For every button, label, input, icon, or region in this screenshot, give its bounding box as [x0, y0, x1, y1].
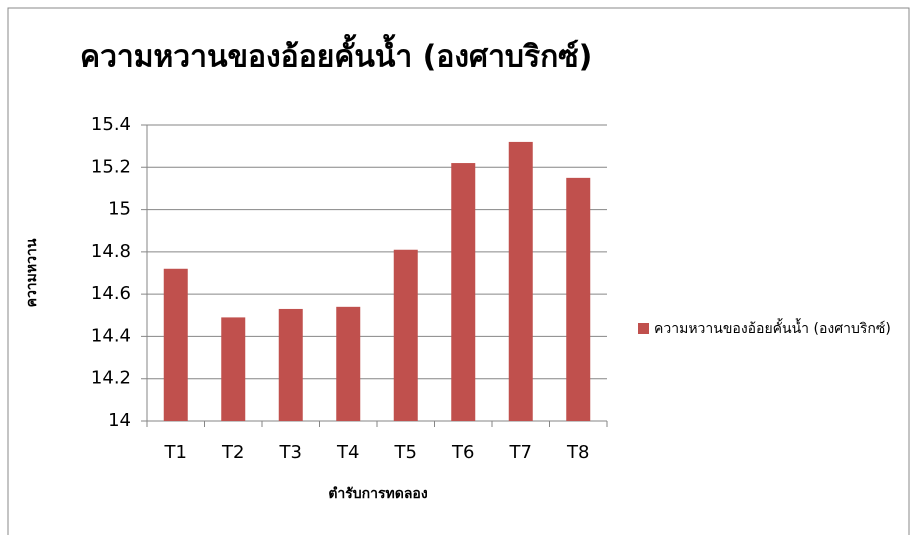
- legend-label: ความหวานของอ้อยคั้นน้ำ (องศาบริกซ์): [654, 321, 891, 337]
- x-tick-label: T5: [394, 442, 417, 463]
- y-axis-label: ความหวาน: [24, 238, 40, 307]
- bar: [163, 268, 188, 421]
- x-tick-label: T4: [336, 442, 359, 463]
- x-tick-label: T6: [451, 442, 474, 463]
- x-tick-label: T7: [509, 442, 532, 463]
- legend-swatch: [638, 323, 649, 334]
- chart-title: ความหวานของอ้อยคั้นน้ำ (องศาบริกซ์): [80, 34, 592, 75]
- y-tick-label: 14: [108, 410, 131, 431]
- bar: [566, 177, 591, 421]
- y-tick-label: 15.2: [91, 156, 131, 177]
- bar: [508, 141, 533, 421]
- y-tick-label: 14.4: [91, 325, 131, 346]
- x-tick-label: T2: [221, 442, 244, 463]
- y-tick-label: 14.8: [91, 241, 131, 262]
- y-tick-label: 14.2: [91, 368, 131, 389]
- legend: ความหวานของอ้อยคั้นน้ำ (องศาบริกซ์): [638, 316, 898, 342]
- bar: [451, 163, 476, 422]
- x-axis-label: ตำรับการทดลอง: [328, 486, 428, 502]
- bar: [278, 308, 303, 421]
- bar: [221, 317, 246, 421]
- x-tick-label: T1: [164, 442, 187, 463]
- bar: [336, 306, 361, 421]
- x-tick-label: T8: [566, 442, 589, 463]
- y-tick-label: 15: [108, 199, 131, 220]
- x-tick-label: T3: [279, 442, 302, 463]
- bar: [393, 249, 418, 421]
- y-tick-label: 15.4: [91, 114, 131, 135]
- y-tick-label: 14.6: [91, 283, 131, 304]
